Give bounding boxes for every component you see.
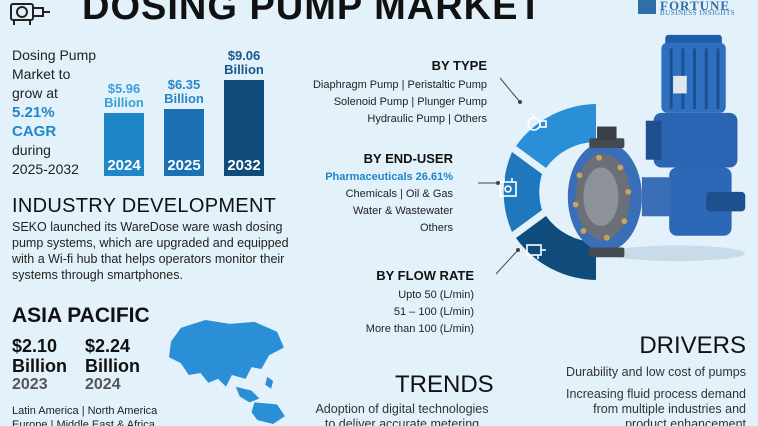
growth-summary: Dosing Pump Market to grow at 5.21% CAGR…	[12, 46, 112, 179]
bar-value-label: $6.35 Billion	[164, 77, 204, 106]
end-user-industry-icon	[499, 178, 517, 197]
by-end-user-list: Pharmaceuticals 26.61% Chemicals | Oil &…	[325, 169, 453, 237]
by-flow-rate-heading: BY FLOW RATE	[376, 268, 474, 283]
industry-development-heading: INDUSTRY DEVELOPMENT	[12, 195, 277, 217]
end-user-line: Chemicals | Oil & Gas	[345, 188, 453, 200]
flow-rate-line: More than 100 (L/min)	[365, 323, 474, 335]
ap-amount: $2.10	[12, 336, 58, 356]
growth-line-2: Market to	[12, 66, 71, 82]
bar-year-label: 2032	[227, 157, 261, 174]
asia-pacific-value-2024: $2.24 Billion 2024	[85, 336, 140, 394]
by-type-list: Diaphragm Pump | Peristaltic Pump Soleno…	[313, 77, 487, 128]
trends-line: Adoption of digital technologies	[315, 402, 489, 416]
drivers-line: product enhancement	[625, 417, 746, 426]
region-line: Latin America | North America	[12, 405, 158, 417]
flow-rate-line: 51 – 100 (L/min)	[393, 306, 474, 318]
type-pump-icon	[527, 114, 547, 131]
ap-unit: Billion	[85, 356, 140, 376]
industry-development-text: SEKO launched its WareDose ware wash dos…	[12, 219, 312, 283]
brand-name: FORTUNE	[660, 0, 731, 13]
end-user-highlight: Pharmaceuticals 26.61%	[325, 171, 453, 183]
brand-tagline: BUSINESS INSIGHTS	[660, 9, 736, 17]
growth-line-1: Dosing Pump	[12, 47, 97, 63]
end-user-line: Water & Wastewater	[352, 205, 453, 217]
end-user-line: Others	[419, 222, 453, 234]
segment-wheel	[503, 104, 596, 280]
asia-pacific-value-2023: $2.10 Billion 2023	[12, 336, 67, 394]
type-line: Hydraulic Pump | Others	[367, 113, 487, 125]
other-regions: Latin America | North America Europe | M…	[12, 404, 157, 426]
market-size-bar-chart: 2024 $5.96 Billion 2025 $6.35 Billion 2032 $9.0…	[100, 46, 270, 178]
growth-line-3: grow at	[12, 85, 58, 101]
market-bar-2025: 2025	[164, 109, 204, 176]
drivers-point-1: Durability and low cost of pumps	[566, 365, 746, 379]
trends-text: Adoption of digital technologies to deli…	[312, 402, 492, 426]
growth-cagr: CAGR	[12, 123, 57, 140]
dosing-pump-illustration	[567, 34, 746, 262]
ap-year: 2023	[12, 376, 48, 393]
brand-mark-icon	[638, 0, 656, 14]
by-end-user-heading: BY END-USER	[363, 151, 453, 166]
growth-rate: 5.21%	[12, 104, 55, 121]
type-line: Solenoid Pump | Plunger Pump	[333, 96, 487, 108]
flow-meter-icon	[526, 244, 546, 259]
asia-pacific-heading: ASIA PACIFIC	[12, 304, 150, 327]
bar-year-label: 2025	[167, 157, 201, 174]
bar-year-label: 2024	[107, 157, 141, 174]
industry-line: pump systems, which are upgraded and equ…	[12, 236, 289, 250]
by-flow-rate-list: Upto 50 (L/min) 51 – 100 (L/min) More th…	[366, 287, 474, 338]
pump-logo-icon	[10, 3, 50, 25]
page-title: DOSING PUMP MARKET	[82, 0, 543, 28]
type-line: Diaphragm Pump | Peristaltic Pump	[312, 79, 487, 91]
bar-value-label: $5.96 Billion	[104, 81, 144, 110]
connector-lines	[478, 77, 522, 275]
industry-line: SEKO launched its WareDose ware wash dos…	[12, 220, 283, 234]
flow-rate-line: Upto 50 (L/min)	[398, 289, 474, 301]
ap-unit: Billion	[12, 356, 67, 376]
bar-value-label: $9.06 Billion	[224, 48, 264, 77]
drivers-point-2: Increasing fluid process demand from mul…	[566, 387, 746, 426]
by-type-heading: BY TYPE	[431, 58, 487, 73]
market-bar-2024: 2024	[104, 113, 144, 176]
market-bar-2032: 2032	[224, 80, 264, 176]
trends-line: to deliver accurate metering	[324, 417, 480, 426]
growth-during: during	[12, 142, 51, 158]
industry-line: systems through smartphones.	[12, 268, 183, 282]
trends-heading: TRENDS	[395, 371, 494, 398]
drivers-line: from multiple industries and	[593, 402, 746, 416]
region-line: Europe | Middle East & Africa	[12, 419, 155, 426]
brand-logo: FORTUNE BUSINESS INSIGHTS	[636, 0, 750, 18]
industry-line: with a Wi-fi hub that helps operators mo…	[12, 252, 285, 266]
asia-pacific-map	[169, 319, 285, 425]
ap-year: 2024	[85, 376, 121, 393]
growth-period: 2025-2032	[12, 161, 79, 177]
ap-amount: $2.24	[85, 336, 131, 356]
drivers-heading: DRIVERS	[639, 332, 746, 359]
drivers-line: Increasing fluid process demand	[566, 387, 746, 401]
